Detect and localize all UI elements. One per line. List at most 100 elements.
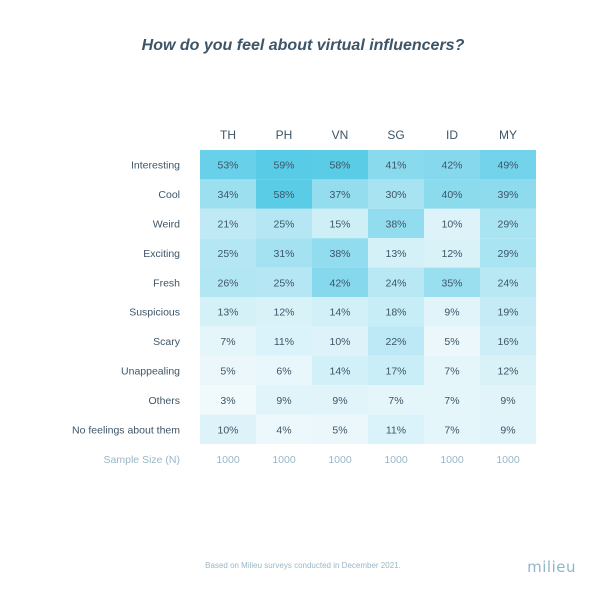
heatmap-cell <box>480 414 536 444</box>
heatmap-cell <box>312 326 368 356</box>
heatmap-cell <box>424 385 480 415</box>
heatmap-cell <box>368 179 424 209</box>
heatmap-cell <box>424 238 480 268</box>
cell-value-label: 34% <box>217 189 238 201</box>
sample-size-value: 1000 <box>328 454 352 466</box>
chart-title: How do you feel about virtual influencer… <box>141 37 465 54</box>
cell-value-label: 12% <box>441 248 462 260</box>
cell-value-label: 53% <box>217 160 238 172</box>
heatmap-cell <box>480 267 536 297</box>
sample-size-value: 1000 <box>384 454 408 466</box>
cell-value-label: 58% <box>329 160 350 172</box>
heatmap-cell <box>200 179 256 209</box>
cell-value-label: 9% <box>500 395 515 407</box>
heatmap-cell <box>480 297 536 327</box>
heatmap-cell <box>256 179 312 209</box>
heatmap-cell <box>424 326 480 356</box>
heatmap-cell <box>312 238 368 268</box>
column-header-my: MY <box>499 128 517 142</box>
sample-size-value: 1000 <box>272 454 296 466</box>
heatmap-cell <box>312 355 368 386</box>
sample-size-value: 1000 <box>216 454 240 466</box>
cell-value-label: 26% <box>217 277 238 289</box>
column-header-sg: SG <box>387 128 404 142</box>
heatmap-cell <box>256 208 312 239</box>
cell-value-label: 7% <box>444 424 459 436</box>
heatmap-cell <box>368 385 424 415</box>
cell-value-label: 25% <box>273 277 294 289</box>
cell-value-label: 40% <box>441 189 462 201</box>
heatmap-cell <box>368 150 424 180</box>
cell-value-label: 59% <box>273 160 294 172</box>
column-header-vn: VN <box>332 128 349 142</box>
row-label: Exciting <box>143 248 180 260</box>
cell-value-label: 24% <box>497 277 518 289</box>
heatmap-cell <box>480 238 536 268</box>
cell-value-label: 10% <box>441 219 462 231</box>
cell-value-label: 9% <box>276 395 291 407</box>
cell-value-label: 42% <box>441 160 462 172</box>
heatmap-cell <box>312 150 368 180</box>
cell-value-label: 10% <box>329 336 350 348</box>
heatmap-cell <box>480 355 536 386</box>
heatmap-cell <box>424 355 480 386</box>
row-label: Others <box>148 395 180 407</box>
heatmap-cell <box>312 179 368 209</box>
row-label: Suspicious <box>129 307 180 319</box>
heatmap-cell <box>424 267 480 297</box>
heatmap-cell <box>368 414 424 444</box>
cell-value-label: 9% <box>444 307 459 319</box>
cell-value-label: 38% <box>385 219 406 231</box>
cell-value-label: 41% <box>385 160 406 172</box>
cell-value-label: 15% <box>329 219 350 231</box>
cell-value-label: 35% <box>441 277 462 289</box>
heatmap-cell <box>312 267 368 297</box>
cell-value-label: 12% <box>273 307 294 319</box>
cell-value-label: 58% <box>273 189 294 201</box>
heatmap-cell <box>200 267 256 297</box>
heatmap-cell <box>424 414 480 444</box>
sample-size-label: Sample Size (N) <box>104 454 180 466</box>
cell-value-label: 49% <box>497 160 518 172</box>
heatmap-cell <box>200 385 256 415</box>
heatmap-cell <box>312 385 368 415</box>
row-label: Interesting <box>131 160 180 172</box>
cell-value-label: 5% <box>220 366 235 378</box>
row-label: Cool <box>158 189 180 201</box>
cell-value-label: 17% <box>385 366 406 378</box>
cell-value-label: 25% <box>217 248 238 260</box>
heatmap-cell <box>256 150 312 180</box>
heatmap-cell <box>424 208 480 239</box>
row-label: Weird <box>153 219 180 231</box>
cell-value-label: 9% <box>332 395 347 407</box>
heatmap-cell <box>200 414 256 444</box>
heatmap-cell <box>200 297 256 327</box>
heatmap-cell <box>256 326 312 356</box>
cell-value-label: 13% <box>217 307 238 319</box>
cell-value-label: 18% <box>385 307 406 319</box>
cell-value-label: 29% <box>497 219 518 231</box>
heatmap-cell <box>312 297 368 327</box>
cell-value-label: 29% <box>497 248 518 260</box>
cell-value-label: 7% <box>388 395 403 407</box>
cell-value-label: 38% <box>329 248 350 260</box>
cell-value-label: 37% <box>329 189 350 201</box>
column-header-ph: PH <box>276 128 293 142</box>
row-label: Unappealing <box>121 366 180 378</box>
column-header-th: TH <box>220 128 236 142</box>
cell-value-label: 10% <box>217 424 238 436</box>
heatmap-cell <box>480 208 536 239</box>
heatmap-cell <box>256 297 312 327</box>
cell-value-label: 25% <box>273 219 294 231</box>
cell-value-label: 5% <box>444 336 459 348</box>
cell-value-label: 11% <box>386 424 406 436</box>
row-label: Fresh <box>153 277 180 289</box>
heatmap-cell <box>312 208 368 239</box>
cell-value-label: 13% <box>385 248 406 260</box>
heatmap-cell <box>368 297 424 327</box>
heatmap-cell <box>256 238 312 268</box>
cell-value-label: 4% <box>276 424 291 436</box>
row-label: Scary <box>153 336 181 348</box>
heatmap-cell <box>200 355 256 386</box>
cell-value-label: 24% <box>385 277 406 289</box>
